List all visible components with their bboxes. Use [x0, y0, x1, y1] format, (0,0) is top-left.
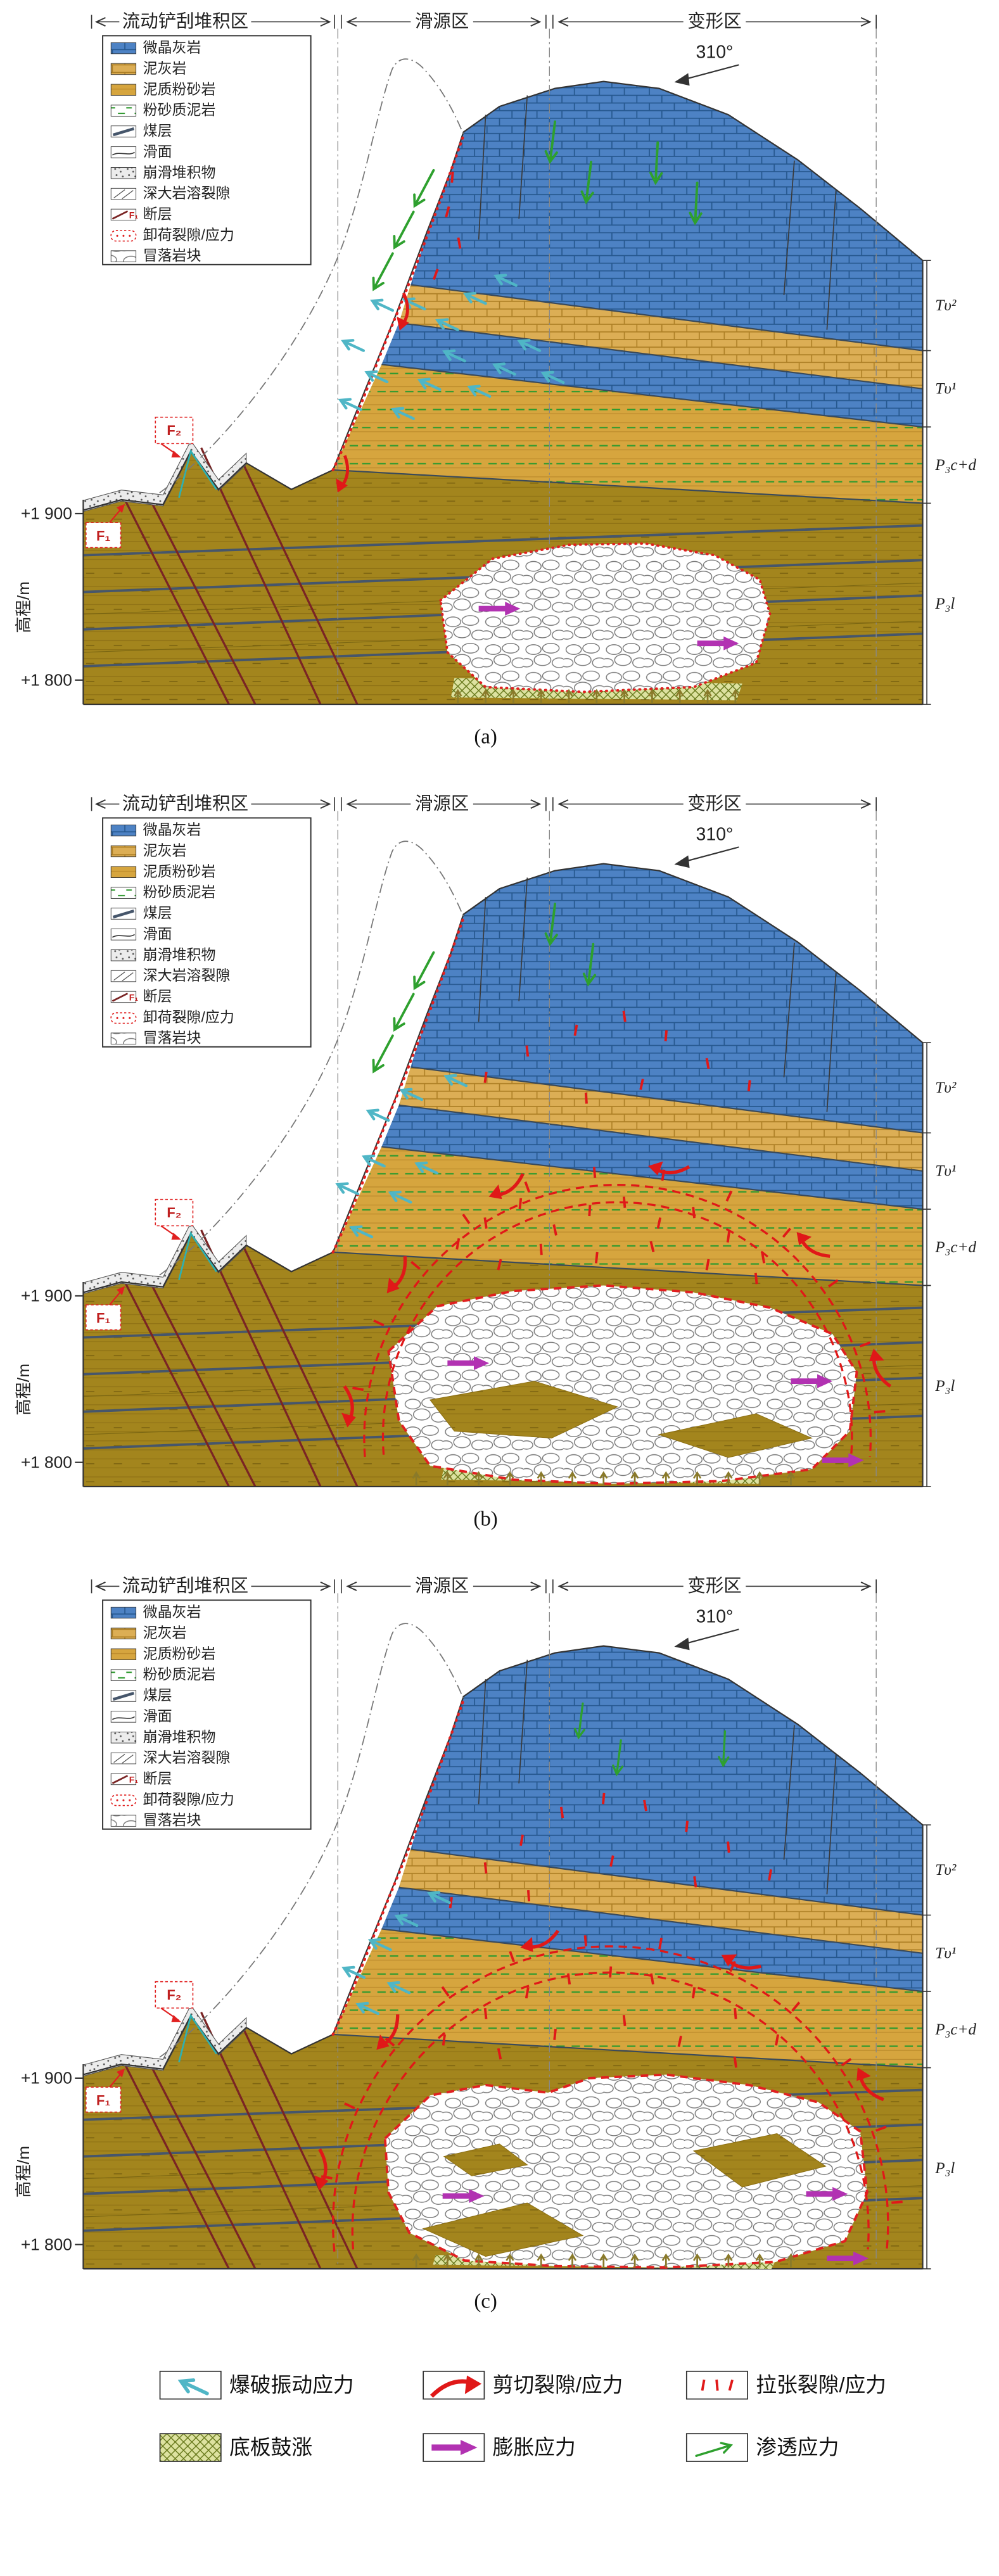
- legend-label: 微晶灰岩: [143, 1604, 201, 1620]
- legend-label: 微晶灰岩: [143, 822, 201, 838]
- legend-label: 粉砂质泥岩: [143, 884, 216, 900]
- legend-label: 泥质粉砂岩: [143, 1645, 216, 1661]
- panel-a-overlays: [329, 120, 772, 704]
- legend-label: 断层: [143, 205, 172, 222]
- panel-caption-b: (b): [473, 1507, 497, 1530]
- strata-label-p3cd: P₃c+d: [934, 1239, 976, 1256]
- elevation-axis-label: 高程/m: [14, 1364, 33, 1416]
- elevation-axis-label: 高程/m: [14, 581, 33, 633]
- direction-label: 310°: [696, 824, 734, 844]
- expansion-stress-label: 膨胀应力: [493, 2435, 576, 2459]
- legend-label: 泥灰岩: [143, 60, 187, 77]
- elevation-tick-1900: +1 900: [21, 2069, 72, 2088]
- figure-page: 流动铲刮堆积区 滑源区 变形区 310° 高程/m +1 900 +1 800 …: [14, 0, 977, 2462]
- legend-label: 崩滑堆积物: [143, 946, 216, 963]
- legend-label: 冒落岩块: [143, 1029, 201, 1046]
- legend-label: 卸荷裂隙/应力: [143, 226, 234, 243]
- strata-label-ty2: Tυ²: [935, 1862, 957, 1879]
- fault-f1-label: F₁: [96, 1310, 110, 1326]
- zone-label-deform: 变形区: [687, 11, 741, 32]
- panel-a: 流动铲刮堆积区 滑源区 变形区 310° 高程/m +1 900 +1 800 …: [14, 4, 977, 748]
- seepage-stress-label: 渗透应力: [756, 2435, 839, 2459]
- direction-label: 310°: [696, 42, 734, 62]
- panel-b-texts: 流动铲刮堆积区 滑源区 变形区 310° 高程/m +1 900 +1 800 …: [14, 794, 977, 1530]
- zone-label-source: 滑源区: [415, 1576, 469, 1596]
- legend-label: 深大岩溶裂隙: [143, 1749, 231, 1766]
- legend-label: 崩滑堆积物: [143, 164, 216, 181]
- legend-fault-f1: F₁: [129, 1775, 139, 1785]
- bottom-legend: 爆破振动应力 剪切裂隙/应力 拉张裂隙/应力 底板鼓涨 膨胀应力 渗透应力: [159, 2370, 886, 2462]
- fault-f2-label: F₂: [167, 1987, 181, 2003]
- strata-label-ty2: Tυ²: [935, 1079, 957, 1096]
- floor-heave-swatch: [159, 2433, 222, 2462]
- panel-caption-c: (c): [474, 2290, 497, 2313]
- zone-label-deform: 变形区: [687, 1576, 741, 1596]
- legend-label: 深大岩溶裂隙: [143, 967, 231, 984]
- elevation-tick-1800: +1 800: [21, 2235, 72, 2254]
- panel-c-overlays: [309, 1702, 904, 2269]
- tensile-stress-label: 拉张裂隙/应力: [756, 2373, 886, 2397]
- elevation-tick-1900: +1 900: [21, 1286, 72, 1305]
- strata-label-p3l: P₃l: [934, 1378, 955, 1395]
- panel-c-texts: 流动铲刮堆积区 滑源区 变形区 310° 高程/m +1 900 +1 800 …: [14, 1576, 977, 2313]
- fault-f2-label: F₂: [167, 422, 181, 438]
- elevation-axis-label: 高程/m: [14, 2146, 33, 2198]
- legend-fault-f1: F₁: [129, 210, 139, 220]
- zone-label-source: 滑源区: [415, 11, 469, 32]
- elevation-tick-1800: +1 800: [21, 1453, 72, 1472]
- strata-label-p3cd: P₃c+d: [934, 457, 976, 474]
- zone-label-flow: 流动铲刮堆积区: [122, 1576, 248, 1596]
- legend-label: 冒落岩块: [143, 1811, 201, 1828]
- direction-label: 310°: [696, 1606, 734, 1627]
- blast-stress-label: 爆破振动应力: [229, 2373, 354, 2397]
- legend-label: 崩滑堆积物: [143, 1729, 216, 1745]
- legend-label: 滑面: [143, 925, 172, 942]
- shear-stress-label: 剪切裂隙/应力: [493, 2373, 623, 2397]
- strata-label-ty1: Tυ¹: [935, 380, 956, 397]
- panel-b: 流动铲刮堆积区 滑源区 变形区 310° 高程/m +1 900 +1 800 …: [14, 786, 977, 1530]
- legend-label: 卸荷裂隙/应力: [143, 1791, 234, 1807]
- elevation-tick-1900: +1 900: [21, 504, 72, 523]
- fault-f2-label: F₂: [167, 1205, 181, 1221]
- legend-label: 深大岩溶裂隙: [143, 185, 231, 201]
- zone-label-flow: 流动铲刮堆积区: [122, 794, 248, 814]
- legend-label: 粉砂质泥岩: [143, 1666, 216, 1682]
- strata-label-ty2: Tυ²: [935, 297, 957, 314]
- legend-label: 煤层: [143, 904, 172, 921]
- legend-label: 冒落岩块: [143, 247, 201, 263]
- legend-label: 滑面: [143, 1708, 172, 1724]
- panel-c: 流动铲刮堆积区 滑源区 变形区 310° 高程/m +1 900 +1 800 …: [14, 1568, 977, 2313]
- legend-label: 泥质粉砂岩: [143, 80, 216, 97]
- legend-label: 泥质粉砂岩: [143, 863, 216, 879]
- panel-caption-a: (a): [474, 725, 497, 748]
- legend-label: 煤层: [143, 1687, 172, 1703]
- zone-label-source: 滑源区: [415, 794, 469, 814]
- strata-label-ty1: Tυ¹: [935, 1945, 956, 1962]
- legend-label: 断层: [143, 1770, 172, 1786]
- zone-label-flow: 流动铲刮堆积区: [122, 11, 248, 32]
- legend-label: 微晶灰岩: [143, 39, 201, 56]
- legend-label: 泥灰岩: [143, 1625, 187, 1641]
- legend-label: 煤层: [143, 122, 172, 139]
- seepage-stress-swatch: [685, 2433, 748, 2462]
- floor-heave-label: 底板鼓涨: [229, 2435, 312, 2459]
- legend-label: 断层: [143, 987, 172, 1004]
- strata-label-p3l: P₃l: [934, 2160, 955, 2177]
- legend-label: 滑面: [143, 143, 172, 160]
- fault-f1-label: F₁: [96, 2093, 110, 2109]
- elevation-tick-1800: +1 800: [21, 671, 72, 690]
- legend-label: 粉砂质泥岩: [143, 101, 216, 118]
- bottom-legend-row-1: 爆破振动应力 剪切裂隙/应力 拉张裂隙/应力: [159, 2370, 886, 2399]
- strata-label-ty1: Tυ¹: [935, 1162, 956, 1179]
- strata-label-p3cd: P₃c+d: [934, 2021, 976, 2038]
- legend-label: 泥灰岩: [143, 842, 187, 859]
- fault-f1-label: F₁: [96, 528, 110, 544]
- legend-fault-f1: F₁: [129, 993, 139, 1003]
- strata-label-p3l: P₃l: [934, 595, 955, 612]
- zone-label-deform: 变形区: [687, 794, 741, 814]
- bottom-legend-row-2: 底板鼓涨 膨胀应力 渗透应力: [159, 2433, 839, 2462]
- legend-label: 卸荷裂隙/应力: [143, 1008, 234, 1025]
- panel-b-overlays: [336, 902, 890, 1487]
- panel-a-texts: 流动铲刮堆积区 滑源区 变形区 310° 高程/m +1 900 +1 800 …: [14, 11, 977, 748]
